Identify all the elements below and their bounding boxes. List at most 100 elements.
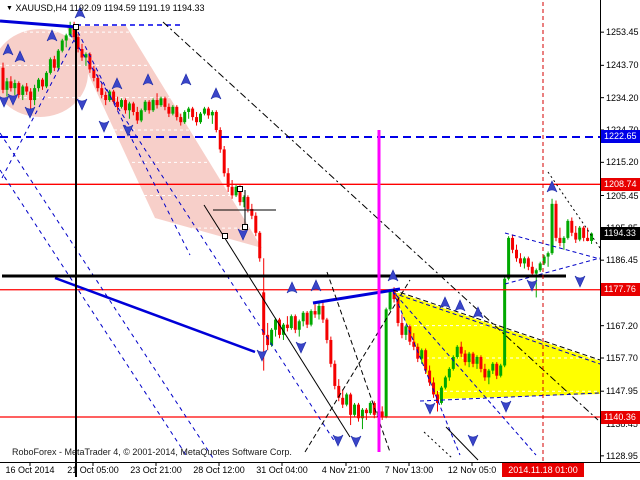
fractal-down-icon [7,93,19,106]
candle [424,350,428,371]
candle [487,370,491,378]
candle [357,404,360,419]
candle [76,37,80,50]
candle [368,402,372,414]
candle [1,67,5,90]
price-tick-label: 1205.45 [606,190,639,201]
symbol-period-label: XAUUSD,H4 [15,3,67,13]
candle [246,197,250,209]
candle [428,370,432,383]
candle [143,101,147,111]
candle [266,334,270,346]
ohlc-open: 1192.09 [69,3,102,13]
candle [202,108,206,114]
candle [210,111,214,116]
candle [285,324,289,329]
ohlc-low: 1191.19 [138,3,171,13]
candle [131,103,135,112]
price-tick-label: 1253.45 [606,27,639,38]
price-tick-label: 1186.45 [606,255,638,266]
candle [471,353,475,364]
candle [13,83,17,89]
candle [167,106,171,114]
candle [289,316,293,329]
candle [9,81,13,89]
candle [404,326,408,335]
candle [238,186,242,203]
candle [120,100,123,107]
candle [123,100,127,111]
price-level-badge: 1222.65 [601,130,640,144]
fractal-up-icon [387,269,399,282]
price-tick-label: 1157.70 [606,353,638,363]
candle [171,106,175,114]
candle [250,208,254,216]
candle [274,319,278,330]
candle [566,220,570,238]
fractal-up-icon [546,180,558,193]
candle [388,290,392,310]
support-resistance-lines[interactable] [0,135,600,418]
candle [479,356,483,369]
candle [159,98,163,106]
candle [230,186,234,196]
fractal-up-icon [46,29,58,42]
candle [400,322,404,335]
candle [443,377,447,388]
candle [574,232,578,240]
candle [558,237,562,243]
last-bar-timestamp-badge: 2014.11.18 01:00 [502,463,584,477]
candle [84,54,88,58]
price-tick-label: 1243.70 [606,60,639,71]
candle [222,149,226,174]
candlestick-series [1,21,594,430]
fractal-up-icon [286,281,298,294]
candle [278,319,281,335]
candle [503,278,507,366]
candle [254,215,258,233]
candle [455,346,459,357]
candle [518,258,522,264]
fractal-up-icon [210,87,222,100]
fractal-up-icon [2,43,14,56]
chart-frame [0,0,640,466]
candle [48,59,52,73]
candle [483,368,487,378]
time-tick-label: 7 Nov 13:00 [384,465,434,475]
candle [463,353,467,363]
candle [495,363,499,376]
candle [321,305,325,320]
fractal-down-icon [256,349,268,362]
candle [104,94,108,101]
candle [191,108,195,118]
candle [199,113,202,123]
price-level-badge: 1194.33 [601,226,640,240]
candle [242,197,246,203]
price-tick-label: 1234.20 [606,92,639,103]
time-tick-label: 23 Oct 21:00 [130,465,182,475]
ohlc-high: 1194.59 [103,3,136,13]
candle [179,117,183,123]
object-selection-handles[interactable] [73,24,248,239]
candle [436,394,439,403]
candle [526,258,530,267]
candle [578,227,582,240]
candle [270,329,274,346]
fractal-down-icon [424,402,436,415]
candle [37,79,41,89]
candle [313,311,317,315]
candle [491,363,495,371]
price-tick-label: 1138.45 [606,418,638,429]
candle [226,173,230,187]
time-tick-label: 16 Oct 2014 [5,465,55,475]
candle [475,356,479,364]
candle [96,77,100,89]
symbol-dropdown-icon[interactable]: ▼ [6,5,13,12]
candle [139,110,143,121]
candle [333,363,337,386]
trendlines-layer[interactable] [0,2,601,477]
candle [507,237,511,279]
fractal-up-icon [454,299,466,312]
candle [21,86,25,95]
